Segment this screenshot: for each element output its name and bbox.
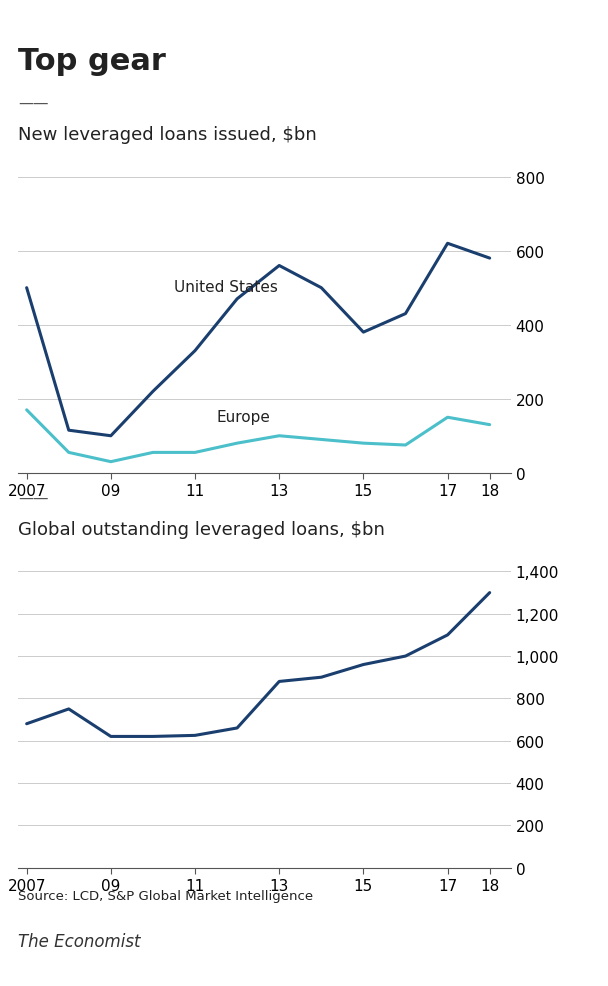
Text: The Economist: The Economist — [18, 932, 140, 950]
Text: New leveraged loans issued, $bn: New leveraged loans issued, $bn — [18, 126, 317, 144]
Text: Top gear: Top gear — [18, 47, 166, 76]
Text: Europe: Europe — [216, 409, 270, 425]
Text: Global outstanding leveraged loans, $bn: Global outstanding leveraged loans, $bn — [18, 521, 385, 538]
Text: ——: —— — [18, 490, 49, 505]
Text: United States: United States — [174, 280, 278, 295]
Text: ——: —— — [18, 96, 49, 110]
Text: Source: LCD, S&P Global Market Intelligence: Source: LCD, S&P Global Market Intellige… — [18, 889, 313, 902]
